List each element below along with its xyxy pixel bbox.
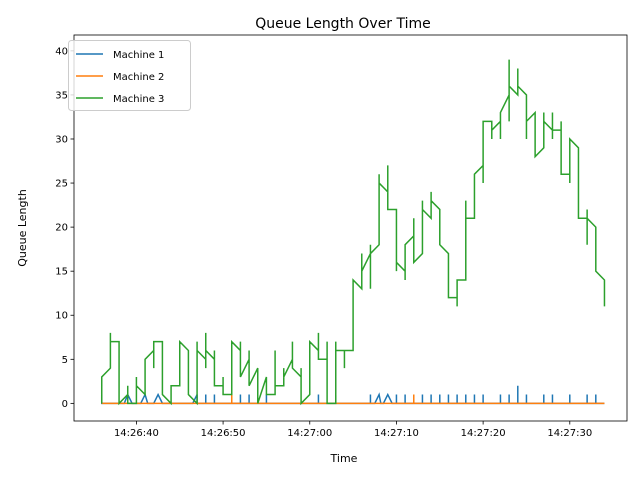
y-tick-label: 40 (55, 46, 68, 57)
x-tick-label: 14:26:50 (201, 428, 246, 439)
y-axis-label: Queue Length (16, 189, 29, 267)
series-line-machine-2 (101, 394, 605, 405)
chart-title: Queue Length Over Time (255, 16, 431, 32)
legend-label-machine-1: Machine 1 (113, 50, 164, 61)
legend-label-machine-2: Machine 2 (113, 72, 164, 83)
plot-area: 14:26:40 14:26:50 14:27:00 14:27:10 14:27:20… (55, 34, 628, 439)
y-tick-label: 10 (55, 311, 68, 322)
x-tick-label: 14:26:40 (114, 428, 159, 439)
y-tick-label: 35 (55, 90, 68, 101)
series-layer (100, 59, 606, 406)
y-tick-label: 30 (55, 134, 68, 145)
x-axis: 14:26:40 14:26:50 14:27:00 14:27:10 14:27:20… (114, 421, 592, 439)
y-tick-label: 5 (62, 355, 68, 366)
legend-label-machine-3: Machine 3 (113, 94, 164, 105)
y-tick-label: 25 (55, 179, 68, 190)
series-line-machine-3 (100, 59, 606, 406)
x-tick-label: 14:27:00 (287, 428, 332, 439)
x-tick-label: 14:27:10 (374, 428, 419, 439)
x-tick-label: 14:27:20 (461, 428, 506, 439)
legend-box (68, 40, 191, 111)
y-tick-label: 15 (55, 267, 68, 278)
x-tick-label: 14:27:30 (547, 428, 592, 439)
y-axis: 0 5 10 15 20 25 30 35 40 (55, 46, 74, 410)
y-tick-label: 20 (55, 223, 68, 234)
legend: Machine 1 Machine 2 Machine 3 (68, 40, 191, 111)
axes-frame (73, 34, 628, 422)
y-tick-label: 0 (62, 399, 68, 410)
x-axis-label: Time (330, 452, 358, 465)
